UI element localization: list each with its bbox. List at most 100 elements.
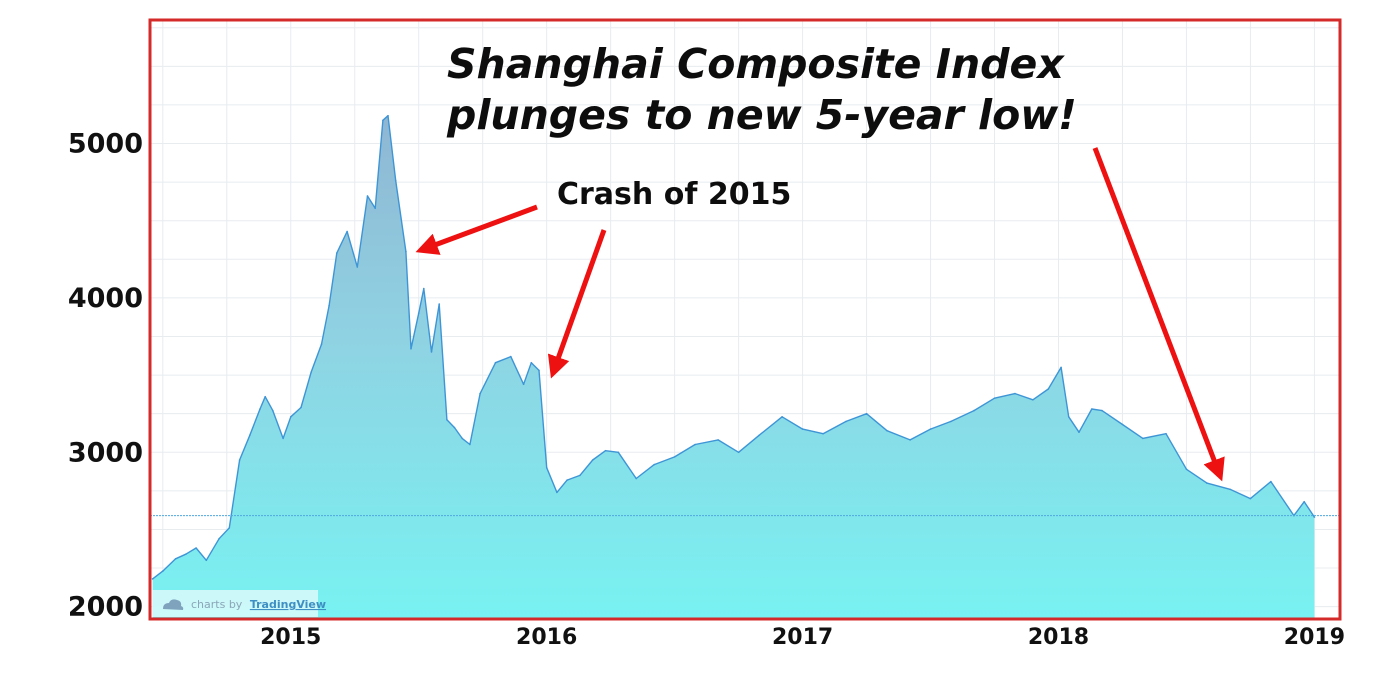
data-point	[479, 392, 481, 395]
data-point	[737, 451, 740, 454]
data-point	[1313, 516, 1316, 518]
tradingview-watermark[interactable]: charts by TradingView	[152, 590, 326, 617]
x-tick-label: 2017	[772, 625, 833, 650]
data-point	[423, 287, 425, 290]
data-point	[1047, 388, 1050, 390]
data-point	[1249, 497, 1252, 500]
data-point	[1229, 488, 1231, 491]
crash-annotation: Crash of 2015	[557, 177, 791, 212]
data-point	[1165, 432, 1167, 435]
watermark-brand[interactable]: TradingView	[250, 598, 326, 611]
data-point	[374, 207, 377, 210]
watermark-prefix: charts by	[191, 598, 243, 611]
data-point	[822, 432, 824, 435]
data-point	[417, 312, 420, 315]
data-point	[566, 479, 568, 481]
chart-title-line-1: Shanghai Composite Index	[447, 40, 1065, 88]
data-point	[973, 409, 975, 412]
data-point	[929, 428, 932, 430]
data-point	[1032, 399, 1034, 401]
y-axis: 2000 3000 4000 5000	[68, 129, 143, 623]
data-point	[272, 409, 274, 412]
data-point	[909, 439, 911, 441]
data-point	[410, 348, 412, 350]
x-axis: 2015 2016 2017 2018 2019	[260, 625, 1345, 650]
data-point	[1303, 500, 1305, 503]
data-point	[228, 527, 231, 529]
data-point	[1142, 437, 1144, 440]
data-point	[579, 474, 581, 477]
y-tick-label: 2000	[68, 592, 143, 623]
data-point	[1060, 366, 1062, 369]
data-point	[604, 449, 607, 452]
data-point	[510, 355, 512, 358]
annotation-arrows	[415, 147, 1225, 482]
area-fill	[152, 115, 1315, 619]
data-point	[694, 443, 696, 446]
data-point	[218, 537, 220, 540]
data-point	[538, 369, 540, 372]
data-point	[430, 351, 433, 353]
data-point	[1270, 480, 1272, 483]
data-point	[382, 119, 384, 122]
data-point	[151, 578, 154, 580]
data-point	[865, 412, 868, 415]
arrow-crash-peak	[415, 204, 538, 255]
data-point	[1185, 468, 1188, 471]
y-tick-label: 5000	[68, 129, 143, 160]
x-tick-label: 2019	[1284, 625, 1345, 650]
data-point	[1067, 416, 1070, 418]
arrow-crash-2016	[547, 229, 607, 379]
data-point	[310, 371, 313, 373]
data-point	[522, 383, 525, 386]
data-point	[653, 463, 655, 466]
data-point	[1121, 423, 1124, 426]
data-point	[438, 303, 441, 305]
chart-title-line-2: plunges to new 5-year low!	[446, 91, 1077, 139]
data-point	[801, 428, 804, 430]
data-point	[556, 491, 558, 494]
data-point	[446, 419, 448, 421]
data-point	[781, 416, 783, 418]
arrow-five-year-low	[1092, 147, 1225, 482]
data-point	[238, 459, 241, 461]
cloud-icon	[163, 599, 184, 610]
data-point	[950, 420, 952, 423]
data-point	[845, 420, 847, 423]
data-point	[174, 558, 177, 560]
y-tick-label: 3000	[68, 437, 143, 468]
x-tick-label: 2018	[1028, 625, 1089, 650]
data-point	[993, 397, 996, 400]
plot-frame	[148, 18, 1342, 621]
data-point	[886, 429, 888, 432]
data-point	[1014, 392, 1016, 395]
data-point	[591, 459, 594, 461]
data-point	[394, 179, 397, 182]
data-point	[195, 547, 197, 549]
data-point	[346, 230, 348, 233]
data-point	[387, 114, 389, 117]
data-point	[635, 477, 637, 480]
x-tick-label: 2016	[516, 625, 577, 650]
data-point	[530, 361, 533, 364]
data-point	[1101, 409, 1103, 412]
data-point	[162, 570, 164, 572]
data-point	[356, 266, 359, 268]
data-point	[405, 250, 407, 253]
x-tick-label: 2015	[260, 625, 321, 650]
area-series	[150, 114, 1340, 619]
data-point	[617, 451, 620, 454]
data-point	[673, 456, 676, 458]
svg-text:charts by TradingView: charts by TradingView	[191, 598, 326, 611]
data-point	[717, 439, 719, 441]
data-point	[336, 252, 338, 254]
data-point	[1078, 431, 1080, 434]
data-point	[1206, 482, 1208, 484]
data-point	[366, 195, 369, 197]
data-point	[494, 361, 497, 364]
data-point	[290, 416, 292, 418]
data-point	[461, 437, 464, 440]
data-point	[453, 426, 456, 429]
